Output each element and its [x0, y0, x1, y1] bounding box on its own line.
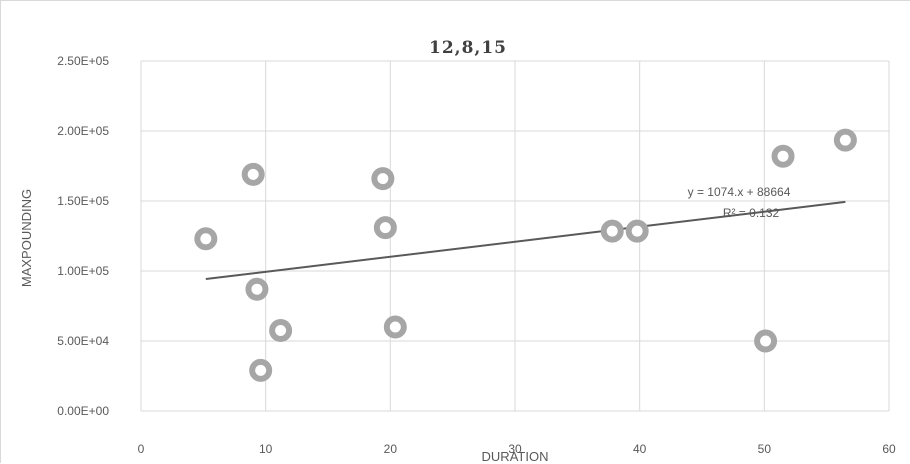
trendline: [205, 200, 846, 281]
x-tick-label: 50: [758, 442, 772, 456]
y-tick-label: 5.00E+04: [57, 334, 109, 348]
data-point-marker: [833, 128, 857, 152]
data-point-marker: [371, 167, 395, 191]
data-point-marker: [625, 219, 649, 243]
data-point: [245, 277, 269, 301]
data-point: [249, 358, 273, 382]
data-point-marker: [373, 216, 397, 240]
y-axis-title: MAXPOUNDING: [19, 189, 34, 287]
data-points: [194, 128, 857, 382]
data-point: [771, 144, 795, 168]
gridlines: [140, 60, 890, 412]
data-point: [241, 162, 265, 186]
data-point-marker: [600, 219, 624, 243]
data-point: [269, 319, 293, 342]
y-tick-label: 2.50E+05: [57, 54, 109, 68]
y-tick-label: 0.00E+00: [57, 404, 109, 418]
x-tick-label: 30: [508, 442, 522, 456]
y-tick-label: 1.50E+05: [57, 194, 109, 208]
data-point: [754, 329, 778, 353]
data-point: [373, 216, 397, 240]
data-point-marker: [194, 227, 218, 251]
trendline-r-squared: R² = 0.132: [723, 206, 780, 220]
x-axis-ticks: 0 10 20 30 40 50 60: [138, 442, 896, 456]
data-point: [625, 219, 649, 243]
x-tick-label: 0: [138, 442, 145, 456]
y-tick-label: 1.00E+05: [57, 264, 109, 278]
data-point: [194, 227, 218, 251]
x-tick-label: 40: [633, 442, 647, 456]
data-point-marker: [245, 277, 269, 301]
x-tick-label: 20: [384, 442, 398, 456]
x-tick-label: 60: [882, 442, 896, 456]
data-point-marker: [269, 319, 293, 342]
data-point: [383, 315, 407, 339]
data-point-marker: [771, 144, 795, 168]
x-axis-title: DURATION: [482, 449, 549, 464]
data-point-marker: [754, 329, 778, 353]
data-point-marker: [241, 162, 265, 186]
data-point-marker: [249, 358, 273, 382]
x-tick-label: 10: [259, 442, 273, 456]
chart-title: 12,8,15: [429, 38, 507, 58]
data-point: [833, 128, 857, 152]
data-point-marker: [383, 315, 407, 339]
trendline-group: [205, 200, 846, 281]
y-axis-ticks: 0.00E+00 5.00E+04 1.00E+05 1.50E+05 2.00E+05…: [57, 54, 109, 418]
data-point: [371, 167, 395, 191]
data-point: [600, 219, 624, 243]
trendline-equation: y = 1074.x + 88664: [688, 185, 791, 199]
y-tick-label: 2.00E+05: [57, 124, 109, 138]
